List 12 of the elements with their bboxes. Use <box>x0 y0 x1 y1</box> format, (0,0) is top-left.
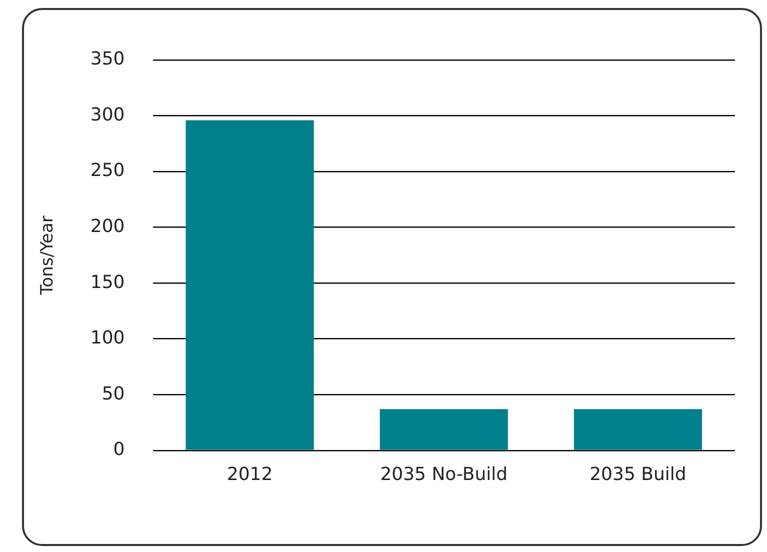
y-tick-label: 150 <box>90 272 125 293</box>
y-tick-label: 300 <box>90 104 125 126</box>
y-tick-label: 200 <box>90 216 125 237</box>
y-tick-label: 250 <box>90 160 125 182</box>
y-tick-label: 100 <box>90 328 125 349</box>
y-tick-label: 50 <box>102 383 125 404</box>
y-tick-label: 0 <box>113 439 125 460</box>
x-tick-label: 2035 No-Build <box>380 464 508 485</box>
y-axis-title: Tons/Year <box>38 216 58 296</box>
x-tick-label: 2035 Build <box>590 464 686 485</box>
x-tick-label: 2012 <box>226 464 273 485</box>
y-tick-label: 350 <box>90 48 125 70</box>
